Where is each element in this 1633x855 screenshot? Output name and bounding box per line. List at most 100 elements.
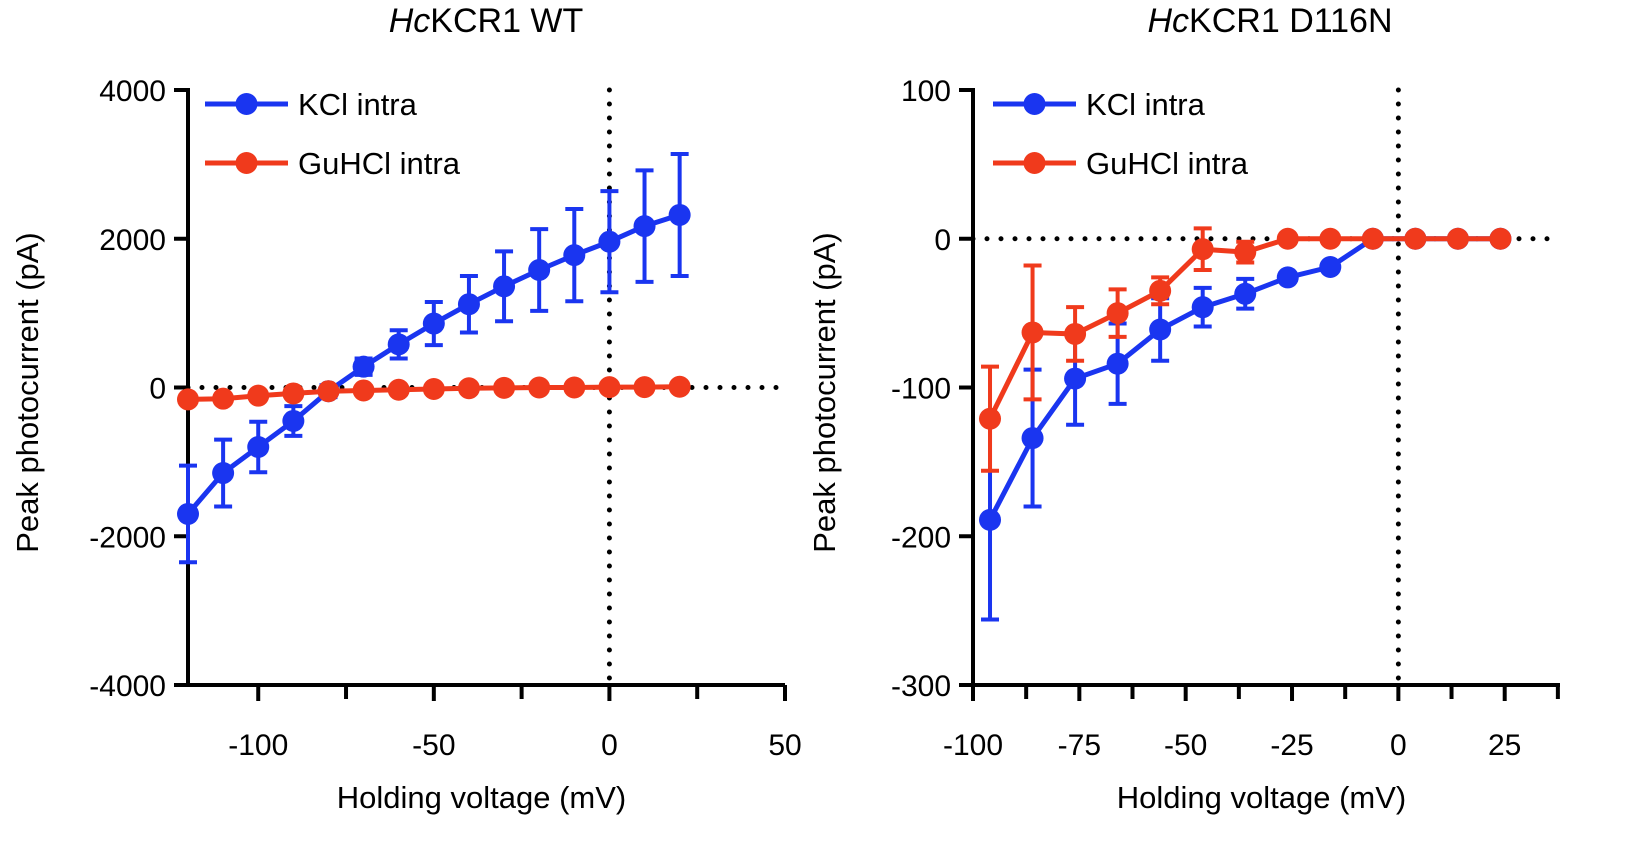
data-point bbox=[1234, 282, 1257, 305]
data-point bbox=[1191, 238, 1214, 261]
y-tick-label: -4000 bbox=[89, 670, 166, 703]
data-point bbox=[1064, 322, 1087, 345]
data-point bbox=[1149, 318, 1172, 341]
data-point bbox=[598, 230, 621, 253]
data-point bbox=[528, 258, 551, 281]
y-axis-label: Peak photocurrent (pA) bbox=[807, 232, 842, 553]
data-point bbox=[457, 377, 480, 400]
data-point bbox=[1106, 352, 1129, 375]
y-tick-label: 4000 bbox=[99, 75, 166, 108]
legend-marker bbox=[235, 152, 258, 174]
x-tick-label: 0 bbox=[601, 729, 618, 762]
series-1 bbox=[177, 151, 691, 565]
legend-entry-2: GuHCl intra bbox=[993, 146, 1249, 181]
x-tick-label: 0 bbox=[1390, 729, 1407, 762]
data-point bbox=[979, 407, 1002, 430]
data-point bbox=[317, 380, 340, 403]
data-point bbox=[1319, 227, 1342, 250]
x-tick-label: -50 bbox=[412, 729, 455, 762]
data-point bbox=[1446, 227, 1469, 250]
data-point bbox=[1106, 302, 1129, 325]
chart-title-italic: Hc bbox=[389, 2, 431, 40]
x-axis-label: Holding voltage (mV) bbox=[1117, 780, 1406, 815]
legend-label: GuHCl intra bbox=[1086, 146, 1249, 181]
data-point bbox=[668, 375, 691, 398]
series-2 bbox=[979, 226, 1512, 473]
data-point bbox=[212, 462, 235, 485]
data-point bbox=[598, 376, 621, 399]
data-point bbox=[563, 244, 586, 267]
data-point bbox=[247, 384, 270, 407]
data-point bbox=[422, 312, 445, 335]
data-point bbox=[633, 376, 656, 399]
data-point bbox=[212, 387, 235, 410]
data-point bbox=[1234, 241, 1257, 264]
data-point bbox=[387, 333, 410, 356]
chart-title-rest: KCR1 WT bbox=[430, 2, 583, 40]
y-tick-label: -100 bbox=[891, 373, 951, 406]
chart-title: HcKCR1 WT bbox=[389, 2, 584, 40]
data-point bbox=[352, 379, 375, 402]
data-point bbox=[282, 409, 305, 432]
data-point bbox=[1276, 227, 1299, 250]
x-tick-label: -25 bbox=[1270, 729, 1313, 762]
data-point bbox=[979, 508, 1002, 531]
y-tick-label: 2000 bbox=[99, 224, 166, 257]
y-tick-label: -300 bbox=[891, 670, 951, 703]
data-point bbox=[177, 502, 199, 525]
legend-label: KCl intra bbox=[1086, 87, 1206, 122]
series-1 bbox=[979, 227, 1512, 622]
chart-title-italic: Hc bbox=[1147, 2, 1189, 40]
legend-marker bbox=[1023, 93, 1046, 115]
data-point bbox=[1276, 266, 1299, 289]
legend-marker bbox=[235, 93, 258, 115]
series-line bbox=[186, 212, 681, 516]
data-point bbox=[177, 388, 199, 411]
data-point bbox=[282, 382, 305, 405]
data-point bbox=[1489, 227, 1512, 250]
x-tick-label: 25 bbox=[1488, 729, 1521, 762]
x-tick-label: -75 bbox=[1058, 729, 1101, 762]
y-tick-label: 0 bbox=[149, 373, 166, 406]
legend-label: KCl intra bbox=[298, 87, 418, 122]
chart-panel-2: HcKCR1 D116N 100 0 -100 -200 -300 -100 -75 -50 -2… bbox=[807, 2, 1563, 815]
chart-panel-1: HcKCR1 WT 4000 2000 0 -2000 -4000 -100 -50 0 50 Ho… bbox=[10, 2, 802, 815]
legend-entry-2: GuHCl intra bbox=[205, 146, 461, 181]
chart-title: HcKCR1 D116N bbox=[1147, 2, 1392, 40]
y-tick-label: 100 bbox=[901, 75, 951, 108]
data-point bbox=[493, 376, 516, 399]
data-point bbox=[422, 377, 445, 400]
y-tick-label: -200 bbox=[891, 521, 951, 554]
x-tick-label: -50 bbox=[1164, 729, 1207, 762]
data-point bbox=[1021, 427, 1044, 450]
chart-title-rest: KCR1 D116N bbox=[1189, 2, 1392, 40]
legend-entry-1: KCl intra bbox=[993, 87, 1206, 122]
data-point bbox=[493, 275, 516, 298]
y-axis-label: Peak photocurrent (pA) bbox=[10, 232, 45, 553]
x-tick-label: 50 bbox=[768, 729, 801, 762]
x-axis-label: Holding voltage (mV) bbox=[337, 780, 626, 815]
x-tick-label: -100 bbox=[228, 729, 288, 762]
data-point bbox=[1021, 321, 1044, 344]
data-point bbox=[1149, 279, 1172, 302]
data-point bbox=[1064, 367, 1087, 390]
data-point bbox=[633, 215, 656, 238]
legend-entry-1: KCl intra bbox=[205, 87, 418, 122]
series-2 bbox=[177, 375, 691, 411]
data-point bbox=[668, 203, 691, 226]
legend-marker bbox=[1023, 152, 1046, 174]
data-point bbox=[1404, 227, 1427, 250]
legend-label: GuHCl intra bbox=[298, 146, 461, 181]
data-point bbox=[1319, 256, 1342, 279]
x-tick-label: -100 bbox=[943, 729, 1003, 762]
data-point bbox=[387, 378, 410, 401]
data-point bbox=[247, 436, 270, 458]
data-point bbox=[1361, 227, 1384, 250]
data-point bbox=[528, 376, 551, 399]
data-point bbox=[352, 355, 375, 378]
data-point bbox=[563, 376, 586, 399]
y-tick-label: -2000 bbox=[89, 521, 166, 554]
y-tick-label: 0 bbox=[934, 224, 951, 257]
data-point bbox=[457, 293, 480, 316]
